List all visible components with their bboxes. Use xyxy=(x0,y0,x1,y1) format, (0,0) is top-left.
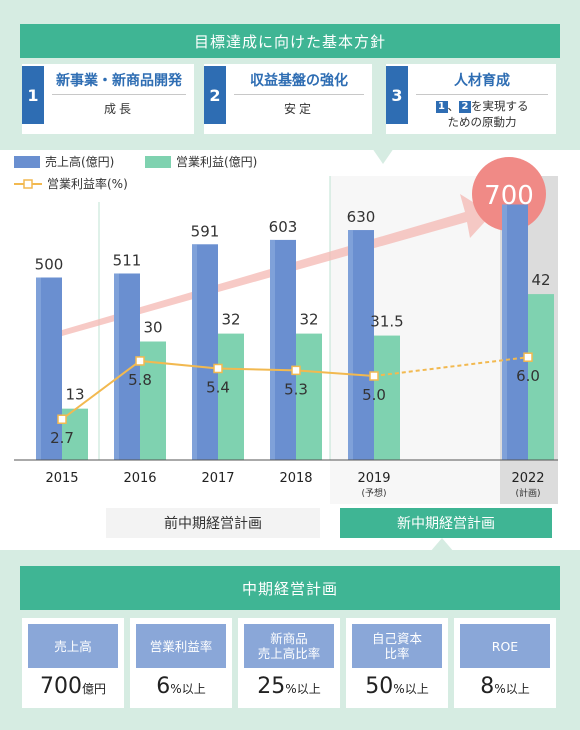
growth-arrow-icon xyxy=(62,194,492,336)
profit-value-label: 42 xyxy=(531,271,550,289)
sales-bar-highlight xyxy=(36,277,41,460)
new-plan-label: 新中期経営計画 xyxy=(340,508,552,538)
sales-value-label: 603 xyxy=(269,218,298,236)
policy-number-2: 2 xyxy=(204,66,226,124)
policy-card-3: 3 人材育成 1、 2 を実現する ための原動力 xyxy=(386,64,556,134)
sales-bar-highlight xyxy=(348,230,353,460)
margin-value-label: 5.8 xyxy=(128,371,152,389)
kpi-new-product-ratio-value: 25%以上 xyxy=(257,674,321,699)
margin-value-label: 6.0 xyxy=(516,367,540,385)
sales-bar-highlight xyxy=(114,273,119,460)
margin-line-projected xyxy=(373,356,529,377)
x-tick-label: 2019 xyxy=(357,471,390,486)
policy-number-3: 3 xyxy=(386,66,408,124)
sales-value-label: 591 xyxy=(191,222,220,240)
legend-margin-label: 営業利益率(%) xyxy=(47,177,128,191)
margin-point xyxy=(213,363,223,374)
profit-value-label: 32 xyxy=(221,311,240,329)
policy-ref-sep: 、 xyxy=(447,99,460,113)
legend-sales: 売上高(億円) xyxy=(14,153,114,170)
kpi-new-product-ratio: 新商品 売上高比率 25%以上 xyxy=(238,618,340,708)
margin-point xyxy=(57,414,67,424)
margin-point xyxy=(369,371,379,381)
kpi-new-product-ratio-label: 新商品 売上高比率 xyxy=(244,624,334,668)
profit-value-label: 30 xyxy=(143,319,162,337)
policy-card-1: 1 新事業・新商品開発 成長 xyxy=(22,64,194,134)
sales-bar-highlight xyxy=(192,244,197,460)
policy-divider xyxy=(416,94,548,95)
kpi-roe-label: ROE xyxy=(460,624,550,668)
x-tick-note: (予想) xyxy=(361,487,386,499)
sales-value-label: 511 xyxy=(113,251,142,269)
kpi-roe: ROE 8%以上 xyxy=(454,618,556,708)
x-tick-label: 2016 xyxy=(123,471,156,486)
policy-sub-3-line2: ための原動力 xyxy=(447,115,517,129)
profit-value-label: 31.5 xyxy=(370,313,403,331)
policy-title: 目標達成に向けた基本方針 xyxy=(20,24,560,58)
policy-divider xyxy=(52,94,186,95)
policy-number-1: 1 xyxy=(22,66,44,124)
profit-value-label: 13 xyxy=(65,386,84,404)
midterm-plan-title: 中期経営計画 xyxy=(20,566,560,610)
legend-margin-swatch xyxy=(14,178,42,189)
legend-sales-swatch xyxy=(14,155,40,168)
policy-sub-3-line1: を実現する xyxy=(471,99,529,113)
x-tick-note: (計画) xyxy=(515,487,540,499)
legend-margin: 営業利益率(%) xyxy=(14,175,128,192)
margin-point xyxy=(135,356,145,366)
kpi-operating-margin-label: 営業利益率 xyxy=(136,624,226,668)
profit-bar xyxy=(218,333,244,460)
kpi-equity-ratio: 自己資本 比率 50%以上 xyxy=(346,618,448,708)
legend-sales-label: 売上高(億円) xyxy=(45,155,115,169)
policy-title-1: 新事業・新商品開発 xyxy=(56,73,182,89)
policy-pointer-icon xyxy=(372,148,394,164)
plan-pointer-icon xyxy=(430,538,454,552)
legend-profit: 営業利益(億円) xyxy=(145,153,257,170)
kpi-operating-margin: 営業利益率 6%以上 xyxy=(130,618,232,708)
kpi-sales: 売上高 700億円 xyxy=(22,618,124,708)
policy-sub-3: 1、 2 を実現する ための原動力 xyxy=(408,98,556,130)
previous-plan-label: 前中期経営計画 xyxy=(106,508,320,538)
margin-value-label: 5.3 xyxy=(284,380,308,398)
kpi-equity-ratio-value: 50%以上 xyxy=(365,674,429,699)
policy-ref-chip-1: 1 xyxy=(435,100,448,113)
profit-bar xyxy=(528,294,554,460)
profit-bar xyxy=(374,335,400,460)
kpi-roe-value: 8%以上 xyxy=(480,674,530,699)
x-tick-label: 2015 xyxy=(45,471,78,486)
x-tick-label: 2017 xyxy=(201,471,234,486)
legend-profit-label: 営業利益(億円) xyxy=(176,155,258,169)
margin-value-label: 2.7 xyxy=(50,429,74,447)
policy-sub-1: 成長 xyxy=(103,102,134,116)
margin-value-label: 5.0 xyxy=(362,386,386,404)
profit-value-label: 32 xyxy=(299,311,318,329)
margin-value-label: 5.4 xyxy=(206,378,230,396)
x-tick-label: 2018 xyxy=(279,471,312,486)
kpi-operating-margin-value: 6%以上 xyxy=(156,674,206,699)
policy-title-3: 人材育成 xyxy=(454,73,510,89)
policy-title-2: 収益基盤の強化 xyxy=(250,73,348,89)
sales-bar-highlight xyxy=(502,204,507,460)
legend-profit-swatch xyxy=(145,155,171,168)
kpi-sales-value: 700億円 xyxy=(39,674,106,699)
policy-ref-chip-2: 2 xyxy=(459,100,471,113)
margin-point xyxy=(523,352,533,362)
kpi-equity-ratio-label: 自己資本 比率 xyxy=(352,624,442,668)
sales-bar-highlight xyxy=(270,239,275,460)
policy-divider xyxy=(234,94,364,95)
sales-value-label: 630 xyxy=(347,208,376,226)
sales-value-label: 500 xyxy=(35,256,64,274)
profit-bar xyxy=(296,333,322,460)
policy-card-2: 2 収益基盤の強化 安定 xyxy=(204,64,372,134)
kpi-sales-label: 売上高 xyxy=(28,624,118,668)
sales-value-label: 700 xyxy=(484,181,534,211)
x-tick-label: 2022 xyxy=(511,471,544,486)
margin-point xyxy=(291,365,301,376)
policy-sub-2: 安定 xyxy=(283,102,314,116)
